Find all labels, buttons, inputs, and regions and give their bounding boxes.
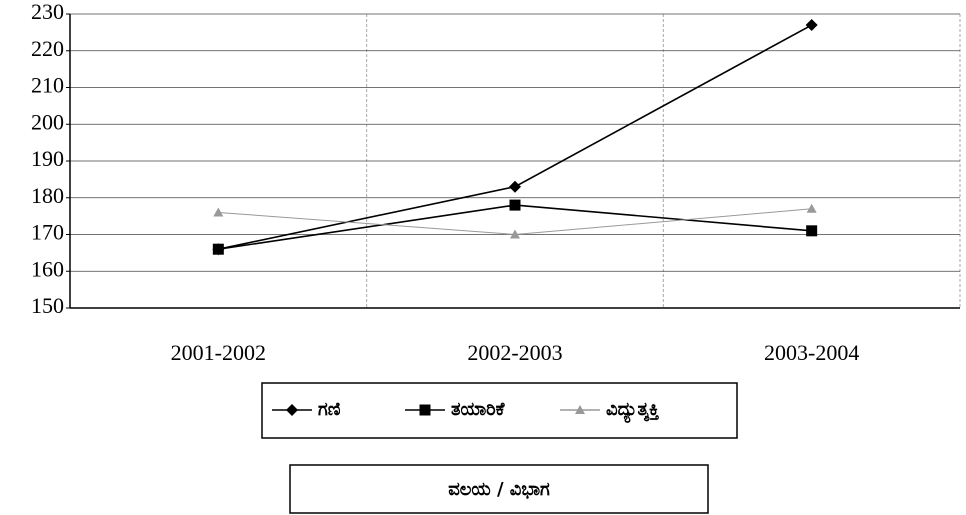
legend-box (261, 382, 738, 439)
marker (806, 203, 817, 213)
y-tick-label: 210 (31, 73, 64, 98)
marker (805, 19, 818, 32)
y-tick-label: 220 (31, 36, 64, 61)
y-tick-label: 200 (31, 109, 64, 134)
marker (419, 404, 431, 416)
legend-label: ವಿದ್ಯುತ್ಶಕ್ತಿ (606, 399, 660, 423)
y-tick-label: 160 (31, 256, 64, 281)
marker (212, 243, 224, 255)
marker (509, 199, 521, 211)
x-axis-title: ವಲಯ / ವಿಭಾಗ (448, 479, 550, 500)
marker (509, 180, 521, 193)
y-tick-label: 230 (31, 0, 64, 24)
series-line (218, 204, 812, 250)
marker (286, 404, 298, 416)
legend-label: ಗಣಿ (318, 399, 341, 420)
x-tick-label: 2002-2003 (467, 340, 562, 365)
marker (510, 229, 520, 239)
marker (575, 405, 585, 414)
legend-label: ತಯಾರಿಕೆ (451, 399, 506, 420)
y-tick-label: 150 (31, 293, 64, 318)
marker (213, 207, 224, 217)
y-tick-label: 180 (31, 183, 64, 208)
y-tick-label: 170 (31, 220, 64, 245)
x-tick-label: 2003-2004 (764, 340, 859, 365)
x-title-box (289, 464, 709, 514)
marker (806, 225, 818, 237)
y-tick-label: 190 (31, 146, 64, 171)
series-line (218, 24, 813, 250)
x-tick-label: 2001-2002 (171, 340, 266, 365)
